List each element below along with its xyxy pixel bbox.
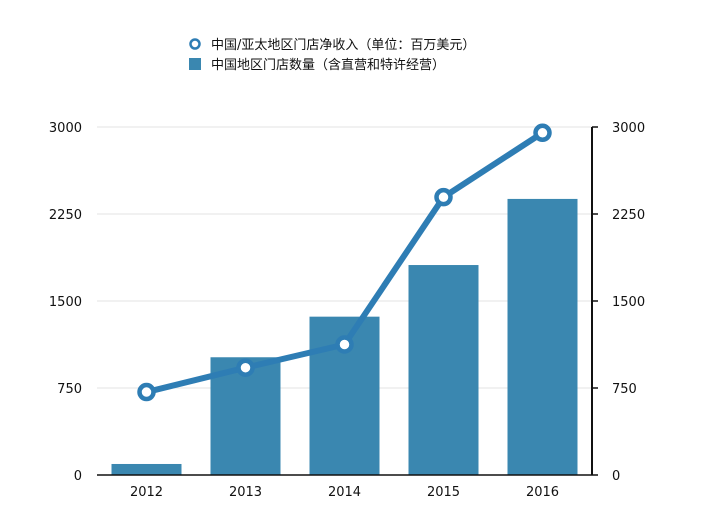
y2-tick-label: 3000	[612, 121, 645, 136]
y2-tick-label: 0	[612, 469, 620, 484]
x-tick-label: 2012	[130, 485, 163, 500]
x-tick-label: 2013	[229, 485, 262, 500]
y-tick-label: 750	[57, 382, 82, 397]
y2-tick-label: 1500	[612, 295, 645, 310]
y-axis-left-ticks: 0 750 1500 2250 3000	[49, 121, 82, 484]
x-tick-label: 2015	[427, 485, 460, 500]
legend: 中国/亚太地区门店净收入（单位：百万美元） 中国地区门店数量（含直营和特许经营）	[189, 38, 475, 73]
legend-bar-swatch	[189, 58, 201, 70]
x-axis-ticks: 2012 2013 2014 2015 2016	[130, 485, 559, 500]
line-point	[533, 123, 552, 143]
legend-item-line: 中国/亚太地区门店净收入（单位：百万美元）	[189, 38, 475, 53]
y-tick-label: 0	[74, 469, 82, 484]
y-tick-label: 1500	[49, 295, 82, 310]
y-axis-right-ticks: 0 750 1500 2250 3000	[592, 121, 645, 484]
y-tick-label: 3000	[49, 121, 82, 136]
y-tick-label: 2250	[49, 208, 82, 223]
line-point	[335, 335, 354, 354]
legend-label-line: 中国/亚太地区门店净收入（单位：百万美元）	[211, 38, 475, 53]
bar	[111, 463, 182, 475]
bar	[507, 198, 578, 476]
legend-line-swatch	[189, 38, 201, 50]
legend-item-bar: 中国地区门店数量（含直营和特许经营）	[189, 57, 445, 73]
x-tick-label: 2016	[526, 485, 559, 500]
line-point	[236, 358, 255, 377]
y2-tick-label: 2250	[612, 208, 645, 223]
line-series	[137, 123, 552, 402]
y2-tick-label: 750	[612, 382, 637, 397]
bar	[408, 265, 479, 475]
line-point	[137, 382, 156, 402]
x-tick-label: 2014	[328, 485, 361, 500]
line-point	[434, 187, 453, 207]
legend-label-bar: 中国地区门店数量（含直营和特许经营）	[211, 57, 445, 73]
